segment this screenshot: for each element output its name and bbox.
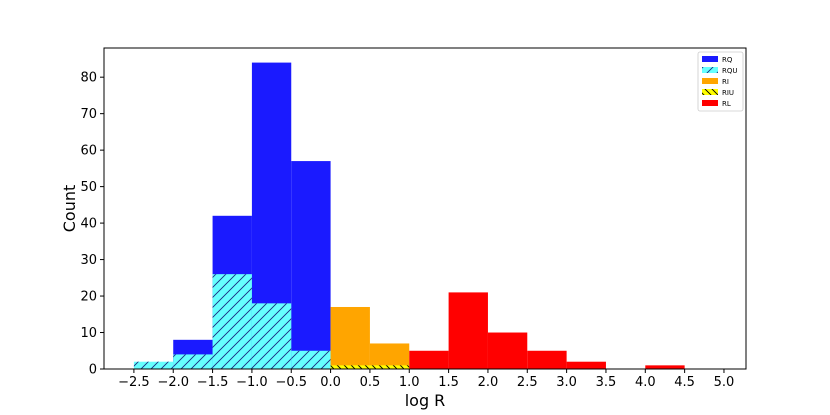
y-tick-label: 50 xyxy=(80,180,97,195)
bar-rl-4 xyxy=(566,361,606,369)
x-tick-label: −0.5 xyxy=(275,375,307,390)
y-tick-label: 10 xyxy=(80,326,97,341)
legend-swatch xyxy=(702,78,718,84)
x-tick-label: 1.5 xyxy=(438,375,459,390)
legend-item-rl: RL xyxy=(702,100,731,108)
bars-layer xyxy=(133,62,685,369)
y-tick-label: 70 xyxy=(80,107,97,122)
legend-label: RIU xyxy=(722,89,734,97)
x-tick-label: 3.0 xyxy=(556,375,577,390)
bar-rqu-4 xyxy=(291,350,331,369)
x-tick-label: 1.0 xyxy=(399,375,420,390)
x-tick-label: 2.0 xyxy=(478,375,499,390)
y-tick-label: 20 xyxy=(80,290,97,305)
x-tick-label: 2.5 xyxy=(517,375,538,390)
legend-item-rqu: RQU xyxy=(702,67,738,75)
x-tick-label: −2.0 xyxy=(157,375,189,390)
y-tick-label: 30 xyxy=(80,253,97,268)
bar-rqu-3 xyxy=(251,303,292,369)
legend-label: RQ xyxy=(722,56,733,64)
bar-rl-5 xyxy=(645,365,685,369)
x-tick-label: 4.0 xyxy=(635,375,656,390)
bar-riu-0 xyxy=(330,365,370,369)
legend-swatch xyxy=(702,100,718,106)
x-tick-label: −2.5 xyxy=(118,375,150,390)
legend-label: RQU xyxy=(722,67,738,75)
x-tick-label: 4.5 xyxy=(674,375,695,390)
x-tick-label: −1.0 xyxy=(236,375,268,390)
plot-area-frame xyxy=(103,47,747,370)
legend-box xyxy=(697,51,744,112)
x-tick-label: 3.5 xyxy=(596,375,617,390)
y-tick-label: 40 xyxy=(80,217,97,232)
y-tick-label: 60 xyxy=(80,144,97,159)
bar-rqu-2 xyxy=(212,274,252,369)
x-tick-label: 0.0 xyxy=(320,375,341,390)
y-axis-title: Count xyxy=(60,185,79,233)
bar-ri-0 xyxy=(330,306,370,369)
x-tick-label: −1.5 xyxy=(197,375,229,390)
bar-ri-1 xyxy=(369,343,410,369)
bar-rqu-0 xyxy=(133,361,174,369)
y-axis: 0 10 20 30 40 50 60 70 80 xyxy=(80,71,104,378)
y-tick-label: 0 xyxy=(89,363,97,378)
x-axis-title: log R xyxy=(405,391,446,410)
bar-rl-3 xyxy=(527,350,567,369)
y-tick-label: 80 xyxy=(80,71,97,86)
x-tick-label: 0.5 xyxy=(360,375,381,390)
bar-rl-2 xyxy=(487,332,528,369)
legend-item-ri: RI xyxy=(702,78,729,86)
bar-rqu-1 xyxy=(173,354,213,369)
bar-rl-1 xyxy=(448,292,488,369)
legend-swatch xyxy=(702,56,718,62)
legend-item-riu: RIU xyxy=(702,89,734,97)
legend-label: RL xyxy=(722,100,731,108)
bar-rl-0 xyxy=(409,350,449,369)
x-tick-label: 5.0 xyxy=(714,375,735,390)
bar-riu-1 xyxy=(369,365,410,369)
legend: RQ RQU RI RIU RL xyxy=(697,51,744,112)
legend-label: RI xyxy=(722,78,729,86)
bar-rq-3 xyxy=(291,161,331,369)
legend-item-rq: RQ xyxy=(702,56,733,64)
x-axis: −2.5 −2.0 −1.5 −1.0 −0.5 0.0 0.5 1.0 1.5 2.0 2.5 3.… xyxy=(118,369,734,390)
